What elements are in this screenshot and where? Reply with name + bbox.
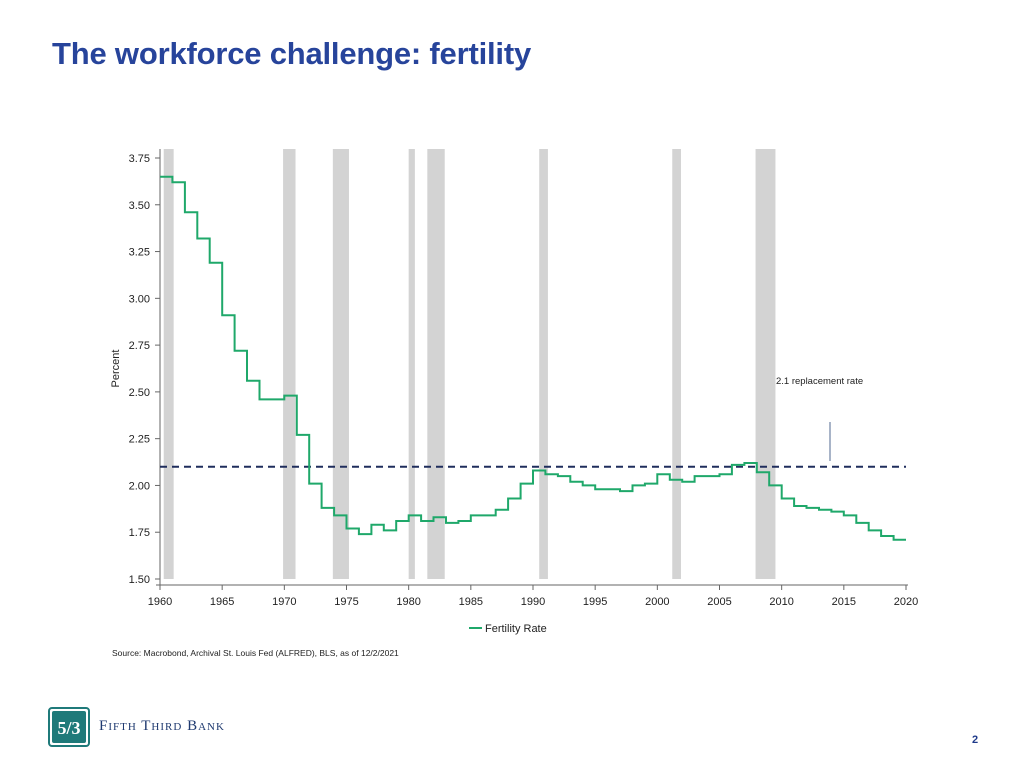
x-tick-label: 1995 xyxy=(583,596,607,608)
replacement-rate-label: 2.1 replacement rate xyxy=(776,376,863,387)
legend-label: Fertility Rate xyxy=(485,623,547,635)
x-tick-label: 1965 xyxy=(210,596,234,608)
y-tick-label: 3.00 xyxy=(129,293,150,305)
series-layer xyxy=(160,175,906,541)
x-tick-label: 2020 xyxy=(894,596,918,608)
y-axis: 1.50 1.75 2.00 2.25 2.50 2.75 3.00 3.25 3.50 3.75 xyxy=(129,149,161,586)
y-tick-label: 3.25 xyxy=(129,247,150,259)
fifth-third-logo-icon: 5/3 xyxy=(48,707,90,747)
recession-band-6 xyxy=(672,149,681,579)
y-tick-label: 2.25 xyxy=(129,434,150,446)
x-tick-label: 1980 xyxy=(396,596,420,608)
y-axis-title: Percent xyxy=(110,350,122,388)
recession-band-0 xyxy=(163,149,174,579)
recession-band-5 xyxy=(539,149,548,579)
y-tick-label: 2.00 xyxy=(129,480,150,492)
x-tick-label: 1975 xyxy=(334,596,358,608)
x-tick-label: 2000 xyxy=(645,596,669,608)
source-note: Source: Macrobond, Archival St. Louis Fe… xyxy=(112,648,399,658)
y-tick-label: 3.75 xyxy=(129,153,150,165)
series-line-0 xyxy=(160,175,906,541)
y-tick-label: 3.50 xyxy=(129,200,150,212)
page-title: The workforce challenge: fertility xyxy=(52,36,531,71)
x-tick-label: 1960 xyxy=(148,596,172,608)
recession-band-2 xyxy=(332,149,349,579)
recession-band-4 xyxy=(427,149,445,579)
svg-text:5/3: 5/3 xyxy=(57,718,80,738)
x-tick-label: 1985 xyxy=(459,596,483,608)
x-tick-label: 1970 xyxy=(272,596,296,608)
x-tick-label: 2015 xyxy=(832,596,856,608)
recession-band-7 xyxy=(755,149,776,579)
page-number: 2 xyxy=(972,734,979,746)
y-tick-label: 1.50 xyxy=(129,574,150,586)
legend: Fertility Rate xyxy=(469,623,547,635)
x-tick-label: 2005 xyxy=(707,596,731,608)
brand-name: Fifth Third Bank xyxy=(99,718,225,734)
y-tick-label: 2.50 xyxy=(129,387,150,399)
replacement-rate-line: 2.1 replacement rate xyxy=(160,376,906,468)
recession-band-1 xyxy=(283,149,296,579)
fertility-chart: 1.50 1.75 2.00 2.25 2.50 2.75 3.00 3.25 3.50 3.75… xyxy=(110,149,918,635)
x-axis: 1960 1965 1970 1975 1980 1985 1990 1995 2000 2005… xyxy=(148,584,918,608)
recession-bands xyxy=(163,149,776,579)
x-tick-label: 2010 xyxy=(769,596,793,608)
y-tick-label: 1.75 xyxy=(129,527,150,539)
x-tick-label: 1990 xyxy=(521,596,545,608)
recession-band-3 xyxy=(408,149,415,579)
y-tick-label: 2.75 xyxy=(129,340,150,352)
